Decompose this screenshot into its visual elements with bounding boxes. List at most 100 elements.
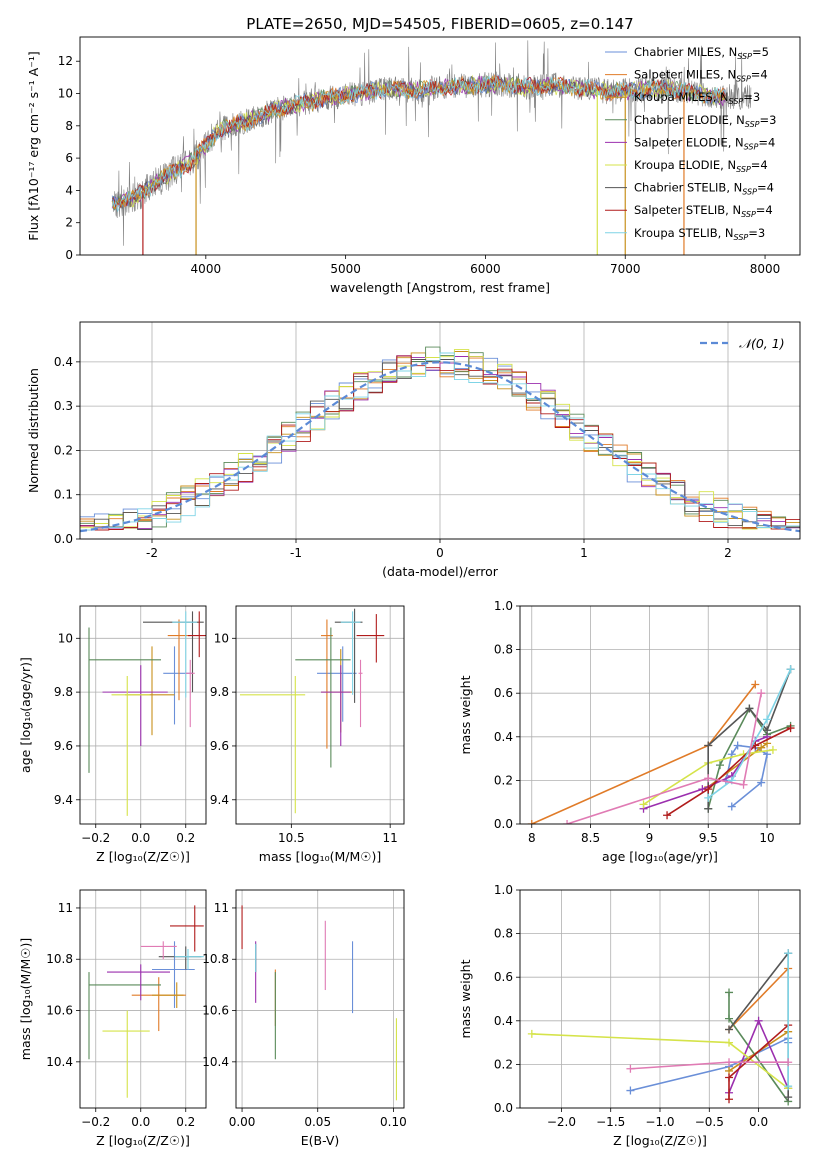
y-tick-label: 0.2 (494, 773, 513, 787)
data-point-marker (626, 1064, 635, 1073)
y-tick-label: 10.8 (202, 952, 229, 966)
y-tick-label: 8 (65, 119, 73, 133)
mass-weight-vs-metallicity-panel: −2.0 −1.5 −1.0 −0.5 0.0 0.0 0.2 0.4 0.6 0.8 1.0 Z [… (458, 883, 801, 1148)
y-tick-label: 11 (214, 901, 229, 915)
axes-frame (79, 605, 207, 825)
x-tick-label: −0.2 (81, 831, 110, 845)
age-vs-metallicity-panel: −0.2 0.0 0.2 9.4 9.6 9.8 10 Z [log₁₀(Z/Z☉)] age … (18, 605, 207, 864)
y-axis-label: mass [log₁₀(M/M☉)] (18, 938, 33, 1060)
data-point-marker (763, 750, 772, 759)
x-axis-label: (data-model)/error (382, 564, 499, 579)
residual-histogram-panel: -2 -1 0 1 2 0.0 0.1 0.2 0.3 0.4 (data-model)/error… (26, 321, 801, 579)
y-tick-label: 9.6 (210, 739, 229, 753)
data-point-marker (739, 780, 748, 789)
y-tick-label: 12 (58, 54, 73, 68)
legend-entry-main: Salpeter ELODIE, N (634, 135, 744, 149)
y-tick-label: 0.3 (54, 399, 73, 413)
plot-area (239, 608, 385, 814)
model-spectrum-line (112, 75, 726, 209)
plot-area (80, 346, 800, 533)
y-tick-label: 11 (58, 901, 73, 915)
residual-histogram-step (80, 355, 800, 531)
axes-frame (235, 605, 405, 825)
x-axis-label: mass [log₁₀(M/M☉)] (259, 849, 381, 864)
legend-entry: Salpeter MILES, NSSP=4 (634, 68, 768, 84)
x-axis-label: Z [log₁₀(Z/Z☉)] (96, 1133, 190, 1148)
legend-entry-main: Chabrier STELIB, N (634, 181, 742, 195)
legend-entry-sub: SSP (744, 142, 759, 151)
y-tick-label: 0.4 (494, 730, 513, 744)
mass-weight-line (666, 727, 791, 816)
legend-entry: Salpeter STELIB, NSSP=4 (634, 203, 773, 219)
x-tick-label: −1.5 (596, 1115, 625, 1129)
mass-weight-line (566, 693, 762, 824)
figure-title: PLATE=2650, MJD=54505, FIBERID=0605, z=0… (246, 15, 633, 33)
x-tick-label: 10 (759, 831, 774, 845)
y-tick-label: 0.4 (494, 1014, 513, 1028)
y-tick-label: 0.6 (494, 970, 513, 984)
data-point-marker (768, 745, 777, 754)
mass-vs-metallicity-panel: −0.2 0.0 0.2 10.4 10.6 10.8 11 Z [log₁₀(Z/Z☉)] m… (18, 889, 207, 1148)
data-point-marker (784, 1093, 793, 1102)
data-point-marker (727, 802, 736, 811)
y-tick-label: 0.6 (494, 686, 513, 700)
data-point-marker (716, 761, 724, 770)
legend-entry-main: Chabrier MILES, N (634, 45, 737, 59)
data-point-marker (725, 1025, 734, 1034)
y-axis-label: Flux [fλ10⁻¹⁷ erg cm⁻² s⁻¹ A⁻¹] (26, 51, 41, 240)
x-axis-label: age [log₁₀(age/yr)] (602, 849, 718, 864)
legend-entry-tail: =4 (751, 158, 768, 172)
y-tick-label: 9.4 (210, 793, 229, 807)
y-axis-label: age [log₁₀(age/yr)] (18, 657, 33, 773)
legend-entry-tail: =3 (743, 90, 760, 104)
y-tick-label: 10.4 (46, 1055, 73, 1069)
y-tick-label: 0.8 (494, 927, 513, 941)
x-axis-label: E(B-V) (301, 1133, 340, 1148)
y-tick-label: 9.8 (210, 685, 229, 699)
data-point-marker (725, 1038, 734, 1047)
x-axis-label: Z [log₁₀(Z/Z☉)] (96, 849, 190, 864)
y-tick-label: 1.0 (494, 599, 513, 613)
data-point-marker (751, 680, 760, 689)
axes-frame (519, 889, 801, 1109)
data-point-marker (563, 820, 572, 824)
axes-frame (519, 605, 801, 825)
legend-entry-tail: =4 (757, 181, 774, 195)
y-tick-label: 0.1 (54, 488, 73, 502)
data-point-marker (725, 988, 734, 997)
x-tick-label: −1.0 (645, 1115, 674, 1129)
x-tick-label: 1 (580, 546, 588, 560)
axes-frame (79, 889, 207, 1109)
legend-entry-main: Kroupa STELIB, N (634, 226, 734, 240)
x-tick-label: −0.5 (695, 1115, 724, 1129)
x-tick-label: 7000 (610, 262, 641, 276)
data-point-marker (725, 1014, 734, 1023)
age-vs-mass-panel: 10.5 11 9.4 9.6 9.8 10 mass [log₁₀(M/M☉)] (210, 605, 405, 864)
legend-entry-main: Chabrier ELODIE, N (634, 113, 745, 127)
legend-entry-main: Salpeter STELIB, N (634, 203, 741, 217)
x-tick-label: 0.10 (380, 1115, 407, 1129)
y-tick-label: 0 (65, 248, 73, 262)
legend-entry-main: Kroupa MILES, N (634, 90, 729, 104)
x-axis-label: wavelength [Angstrom, rest frame] (330, 280, 550, 295)
model-spectrum-line (111, 75, 726, 213)
legend-entry-sub: SSP (741, 210, 756, 219)
x-tick-label: 8 (528, 831, 536, 845)
plot-area (88, 611, 206, 816)
x-tick-label: 9 (646, 831, 654, 845)
mass-weight-line (707, 706, 791, 809)
legend-entry-sub: SSP (734, 233, 749, 242)
data-point-marker (725, 1058, 734, 1067)
plot-area (111, 40, 752, 255)
plot-area (527, 665, 795, 824)
data-point-marker (745, 704, 754, 713)
y-tick-label: 10.4 (202, 1055, 229, 1069)
x-tick-label: 8.5 (581, 831, 600, 845)
data-point-marker (626, 1086, 635, 1095)
data-point-marker (757, 689, 766, 698)
legend-entry-sub: SSP (729, 97, 744, 106)
x-tick-label: 0.2 (176, 1115, 195, 1129)
y-tick-label: 10 (214, 631, 229, 645)
legend-entry-main: Salpeter MILES, N (634, 68, 736, 82)
axes-frame (235, 889, 405, 1109)
